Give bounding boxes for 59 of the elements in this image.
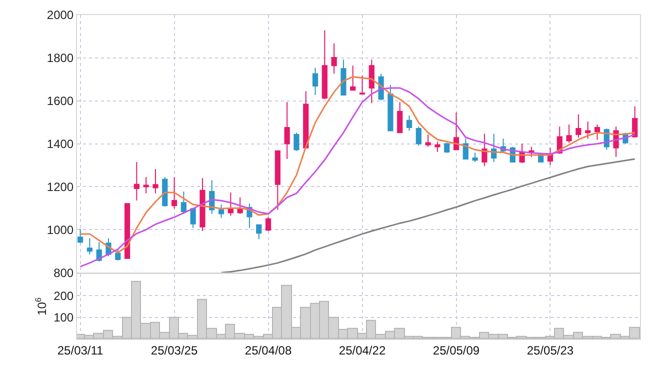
candlestick xyxy=(406,114,412,132)
candlestick xyxy=(171,176,178,210)
y-tick-label: 100 xyxy=(54,310,74,324)
candlestick xyxy=(416,126,422,146)
candlestick xyxy=(77,228,84,244)
candlestick xyxy=(237,196,243,214)
candlestick xyxy=(162,176,168,208)
candlestick xyxy=(594,124,600,140)
candlestick xyxy=(303,90,309,148)
candlestick xyxy=(284,102,290,160)
candlestick xyxy=(274,150,280,210)
candlestick xyxy=(368,59,374,104)
y-tick-label: 1200 xyxy=(46,180,74,194)
candlestick xyxy=(434,141,440,152)
candlestick xyxy=(152,168,158,194)
x-tick-label: 25/04/08 xyxy=(244,343,292,358)
x-tick-label: 25/05/09 xyxy=(432,343,480,358)
candlestick xyxy=(218,204,224,218)
candlestick xyxy=(134,162,140,201)
candlestick xyxy=(472,152,478,163)
x-tick-label: 25/03/11 xyxy=(57,343,104,358)
candlestick xyxy=(228,192,234,216)
candlestick xyxy=(350,65,356,91)
candlestick xyxy=(190,207,196,228)
candlestick xyxy=(359,75,366,94)
candlestick xyxy=(86,238,92,255)
line-series xyxy=(220,158,636,273)
candlestick xyxy=(566,124,572,144)
y-tick-label: 200 xyxy=(54,288,74,303)
candlestick xyxy=(265,216,272,232)
candlestick xyxy=(256,224,262,240)
x-tick-label: 25/04/22 xyxy=(338,343,386,358)
x-tick-label: 25/05/23 xyxy=(526,343,574,358)
candlestick xyxy=(453,112,460,150)
candlestick xyxy=(340,59,346,96)
y-tick-label: 1800 xyxy=(46,51,74,66)
y-tick-label: 1400 xyxy=(46,136,74,151)
candlestick xyxy=(632,106,638,138)
y-tick-label: 1600 xyxy=(46,94,74,108)
candlestick xyxy=(312,67,318,96)
x-tick-label: 25/03/25 xyxy=(150,343,198,358)
candlestick xyxy=(576,114,582,138)
candlestick xyxy=(585,120,591,140)
candlestick xyxy=(331,42,337,74)
candlestick xyxy=(115,248,121,261)
candlestick xyxy=(180,190,186,214)
candlestick xyxy=(294,132,300,152)
y-tick-label: 2000 xyxy=(46,8,74,22)
y-tick-label: 1000 xyxy=(46,222,74,237)
candlestick xyxy=(425,134,431,148)
candlestick xyxy=(124,203,130,259)
candlestick xyxy=(143,176,149,194)
y-tick-label: 800 xyxy=(54,266,74,280)
candlestick xyxy=(397,102,403,134)
candlestick xyxy=(444,142,450,154)
candlestick xyxy=(322,30,328,100)
candlestick xyxy=(482,133,488,167)
candlestick xyxy=(388,84,394,132)
candlestick xyxy=(200,178,206,232)
